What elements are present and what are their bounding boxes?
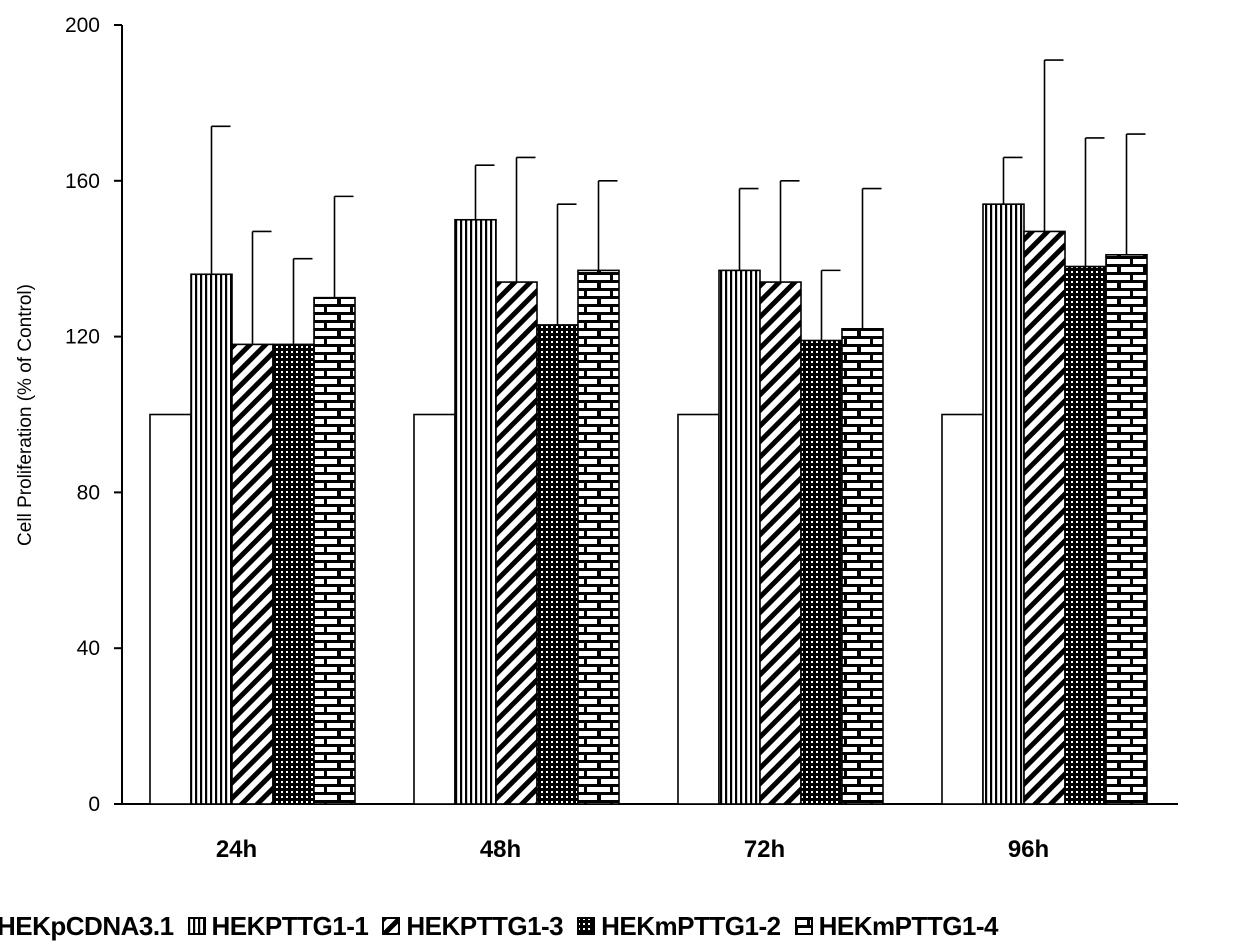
legend-swatch bbox=[577, 917, 596, 935]
legend-swatch bbox=[382, 917, 401, 935]
x-tick-label: 24h bbox=[216, 836, 257, 863]
bar-HEKpCDNA3.1-24h bbox=[149, 413, 192, 805]
legend-item: HEKPTTG1-1 bbox=[187, 910, 369, 942]
x-tick-label: 72h bbox=[744, 836, 785, 863]
bar-HEKPTTG1-1-96h bbox=[982, 203, 1025, 805]
legend-label: HEKPTTG1-1 bbox=[211, 910, 369, 941]
bar-HEKPTTG1-1-48h bbox=[454, 218, 497, 805]
bar-HEKmPTTG1-2-48h bbox=[536, 324, 579, 805]
bar-HEKPTTG1-1-72h bbox=[718, 269, 761, 805]
legend-label: HEKmPTTG1-2 bbox=[601, 910, 781, 941]
y-tick-label: 0 bbox=[88, 793, 100, 816]
legend-item: HEKpCDNA3.1 bbox=[0, 911, 174, 942]
bar-HEKPTTG1-3-48h bbox=[495, 281, 538, 805]
bar-HEKmPTTG1-2-96h bbox=[1064, 265, 1107, 805]
bar-HEKPTTG1-3-72h bbox=[759, 281, 802, 805]
legend-swatch bbox=[794, 917, 813, 935]
legend-label: HEKPTTG1-3 bbox=[406, 910, 564, 941]
bar-HEKmPTTG1-4-72h bbox=[841, 328, 884, 805]
bar-HEKmPTTG1-2-24h bbox=[272, 343, 315, 805]
legend-label: HEKpCDNA3.1 bbox=[0, 910, 174, 941]
bar-HEKpCDNA3.1-48h bbox=[413, 413, 456, 805]
legend-item: HEKmPTTG1-4 bbox=[794, 910, 999, 942]
bar-HEKPTTG1-1-24h bbox=[190, 273, 233, 805]
y-tick-label: 120 bbox=[65, 326, 100, 349]
y-tick-label: 80 bbox=[77, 481, 100, 504]
bar-HEKpCDNA3.1-96h bbox=[941, 413, 984, 805]
legend-swatch bbox=[187, 917, 206, 935]
y-tick-label: 40 bbox=[77, 637, 100, 660]
legend: HEKpCDNA3.1 HEKPTTG1-1 HEKPTTG1-3 HEKmPTTG1… bbox=[0, 906, 1250, 946]
bar-HEKPTTG1-3-96h bbox=[1023, 230, 1066, 805]
y-tick-label: 160 bbox=[65, 170, 100, 193]
bar-HEKmPTTG1-2-72h bbox=[800, 339, 843, 805]
y-tick-label: 200 bbox=[65, 14, 100, 37]
y-axis-label: Cell Proliferation (% of Control) bbox=[15, 284, 36, 546]
bar-HEKpCDNA3.1-72h bbox=[677, 413, 720, 805]
x-tick-label: 96h bbox=[1008, 836, 1049, 863]
bar-HEKPTTG1-3-24h bbox=[231, 343, 274, 805]
x-tick-label: 48h bbox=[480, 836, 521, 863]
bar-HEKmPTTG1-4-24h bbox=[313, 296, 356, 805]
legend-item: HEKmPTTG1-2 bbox=[577, 910, 781, 942]
legend-item: HEKPTTG1-3 bbox=[382, 910, 564, 942]
bar-HEKmPTTG1-4-48h bbox=[577, 269, 620, 805]
bar-HEKmPTTG1-4-96h bbox=[1105, 254, 1148, 805]
legend-label: HEKmPTTG1-4 bbox=[818, 910, 999, 941]
